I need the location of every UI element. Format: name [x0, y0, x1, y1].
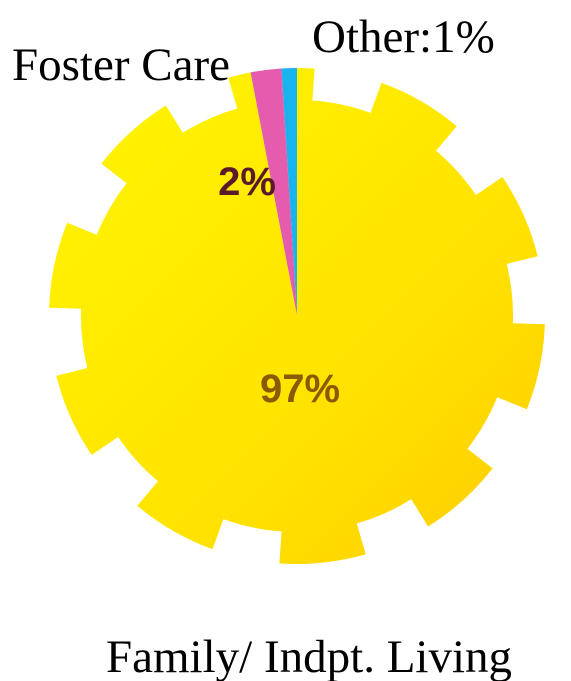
slice-value-label-foster: 2% [218, 160, 276, 204]
pie-slices [49, 67, 545, 565]
slice-foster-care [237, 67, 297, 316]
slice-label-other: Other:1% [312, 11, 495, 63]
slice-label-foster-care: Foster Care [12, 39, 230, 91]
slice-other [276, 67, 297, 316]
slice-label-family: Family/ Indpt. Living [106, 631, 512, 681]
slice-value-label-family: 97% [260, 367, 340, 411]
